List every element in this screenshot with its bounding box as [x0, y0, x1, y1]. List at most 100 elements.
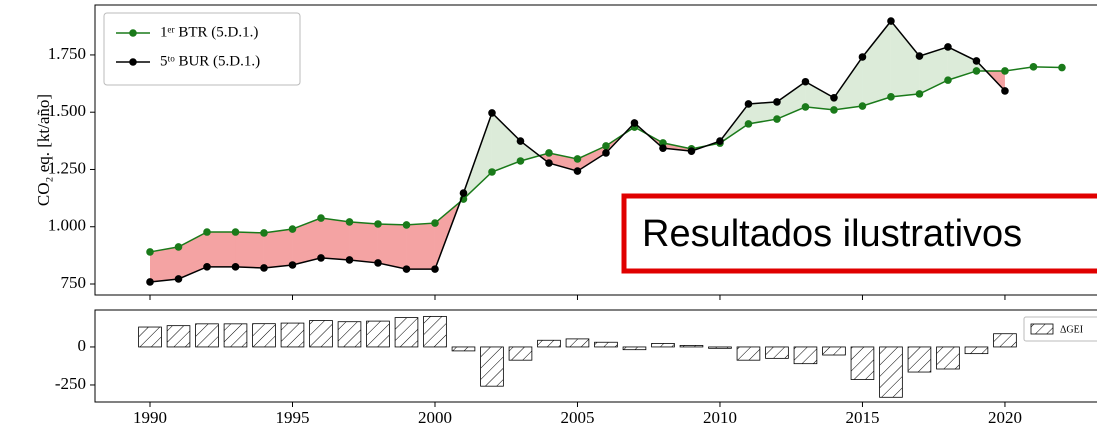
x-tick-label: 2015 — [845, 408, 879, 427]
fill-area — [377, 223, 407, 270]
top-axes-frame — [94, 4, 1097, 296]
point — [887, 17, 895, 25]
bar — [679, 345, 704, 348]
point — [288, 261, 297, 269]
fill-area — [919, 46, 948, 94]
fill-area — [292, 218, 321, 265]
point — [203, 228, 211, 236]
y-tick-label: 1.500 — [48, 101, 86, 120]
point — [488, 109, 496, 117]
point — [317, 214, 325, 222]
point — [858, 53, 867, 61]
point — [1001, 87, 1009, 95]
point — [146, 248, 154, 256]
legend-marker — [129, 58, 137, 66]
point — [915, 90, 924, 98]
y-tick-label: 1.750 — [48, 44, 86, 63]
point — [516, 137, 525, 145]
bar — [480, 346, 504, 387]
point — [801, 103, 810, 111]
bar — [879, 346, 903, 398]
point — [630, 119, 639, 127]
fill-area — [805, 81, 834, 110]
point — [431, 265, 439, 273]
fill-area — [577, 145, 606, 172]
fill-area — [748, 101, 777, 124]
legend-box — [103, 12, 301, 86]
point — [573, 155, 582, 163]
bar — [252, 323, 276, 348]
fill-area — [206, 232, 236, 267]
bar — [309, 320, 333, 348]
bar — [423, 315, 447, 348]
bar — [366, 320, 390, 348]
point — [602, 142, 610, 150]
point — [260, 264, 268, 272]
point — [374, 220, 382, 228]
point — [972, 57, 981, 65]
point — [146, 278, 154, 286]
bar — [138, 326, 162, 348]
point — [887, 93, 895, 101]
y-tick-label: 1.250 — [48, 158, 86, 177]
legend-label: ΔGEI — [1060, 324, 1083, 335]
point — [1029, 63, 1038, 71]
point — [659, 139, 667, 147]
point — [345, 256, 354, 264]
point — [687, 147, 696, 155]
fill-area — [235, 232, 264, 268]
point — [602, 149, 610, 157]
bar — [622, 346, 647, 351]
legend-patch — [1030, 323, 1054, 335]
bar — [651, 343, 675, 348]
bar — [337, 321, 362, 348]
bar — [907, 346, 932, 373]
point — [944, 43, 952, 51]
point — [174, 275, 183, 283]
fill-area — [263, 229, 293, 268]
point — [203, 263, 211, 271]
point — [545, 149, 553, 157]
bar — [565, 338, 590, 348]
point — [402, 221, 411, 229]
point — [488, 168, 496, 176]
point — [231, 228, 240, 236]
point — [744, 120, 753, 128]
point — [573, 167, 582, 175]
x-tick-label: 2020 — [988, 408, 1022, 427]
point — [431, 219, 439, 227]
point — [545, 159, 553, 167]
fill-area — [862, 21, 891, 107]
point — [1001, 67, 1009, 75]
y-axis-label: CO₂ eq. [kt/año] — [34, 94, 53, 206]
point — [858, 102, 867, 110]
point — [716, 137, 724, 145]
legend-label: 5ᵗᵒ BUR (5.D.1.) — [160, 53, 260, 69]
x-tick-label: 2005 — [560, 408, 594, 427]
fill-area — [320, 218, 350, 260]
bar — [195, 323, 219, 348]
fill-area — [833, 56, 863, 110]
fill-area — [491, 112, 521, 172]
point — [459, 189, 468, 197]
bottom-axes-frame — [94, 309, 1097, 403]
point — [944, 76, 952, 84]
point — [972, 67, 981, 75]
annotation-box — [621, 193, 1097, 274]
point — [345, 218, 354, 226]
bar — [537, 339, 561, 348]
y-tick-label: 1.000 — [48, 216, 86, 235]
bar — [394, 317, 419, 348]
bar — [993, 333, 1017, 348]
bar — [708, 346, 732, 349]
bar — [850, 346, 875, 380]
x-tick-label: 1995 — [275, 408, 309, 427]
point — [231, 263, 240, 271]
fill-area — [890, 21, 920, 97]
point — [260, 229, 268, 237]
point — [516, 157, 525, 165]
point — [174, 243, 183, 251]
bar — [166, 325, 191, 348]
bar — [793, 346, 818, 365]
